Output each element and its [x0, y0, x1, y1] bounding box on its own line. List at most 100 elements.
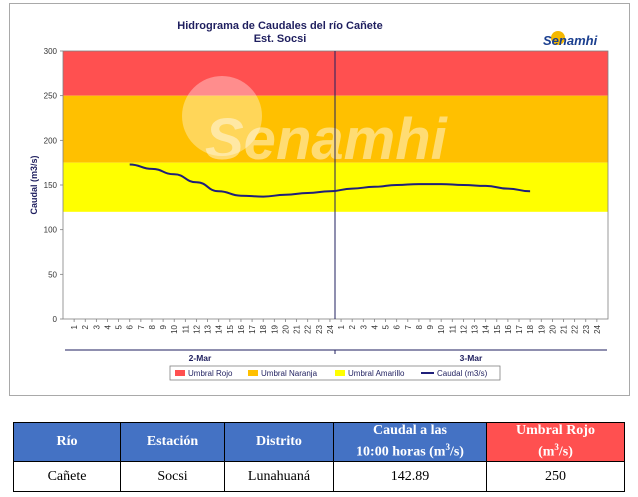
x-tick-label: 14: [482, 324, 491, 333]
cell-distrito: Lunahuaná: [224, 461, 334, 492]
x-tick-label: 18: [259, 324, 268, 333]
header-caudal-line1: Caudal a las: [373, 423, 447, 439]
x-tick-label: 11: [448, 324, 457, 333]
header-umbral-line2: (m: [538, 444, 555, 460]
x-tick-label: 22: [571, 324, 580, 333]
header-umbral-line1: Umbral Rojo: [516, 423, 595, 439]
logo-text: Senamhi: [543, 33, 598, 48]
chart-title: Hidrograma de Caudales del río Cañete: [177, 20, 382, 32]
senamhi-logo: Senamhi: [543, 31, 598, 48]
x-tick-label: 8: [148, 324, 157, 329]
y-tick-label: 150: [44, 181, 58, 190]
x-tick-label: 10: [170, 324, 179, 333]
x-tick-label: 2: [348, 324, 357, 329]
x-tick-label: 13: [204, 324, 213, 333]
legend-swatch-rojo: [175, 370, 185, 376]
x-tick-label: 5: [115, 324, 124, 329]
header-estacion: Estación: [120, 422, 225, 462]
x-tick-label: 17: [248, 324, 257, 333]
x-tick-label: 7: [137, 324, 146, 329]
y-tick-label: 50: [48, 270, 57, 279]
x-tick-label: 15: [226, 324, 235, 333]
chart-subtitle: Est. Socsi: [254, 33, 307, 45]
x-tick-label: 13: [471, 324, 480, 333]
header-umbral-sup: 3: [554, 442, 559, 453]
x-tick-label: 5: [382, 324, 391, 329]
x-tick-label: 11: [181, 324, 190, 333]
y-tick-label: 0: [53, 315, 58, 324]
x-tick-label: 23: [582, 324, 591, 333]
x-tick-label: 4: [103, 324, 112, 329]
logo-sun-icon: [551, 31, 565, 45]
legend-swatch-amarillo: [335, 370, 345, 376]
x-tick-label: 14: [215, 324, 224, 333]
hydrograph-chart: Hidrograma de Caudales del río Cañete Es…: [29, 20, 609, 381]
header-caudal-line2: 10:00 horas (m: [356, 444, 446, 460]
x-tick-label: 23: [315, 324, 324, 333]
x-tick-label: 21: [560, 324, 569, 333]
x-tick-label: 4: [370, 324, 379, 329]
watermark-sun-icon: [182, 76, 262, 156]
x-tick-label: 7: [404, 324, 413, 329]
x-tick-label: 24: [593, 324, 602, 333]
x-tick-label: 24: [326, 324, 335, 333]
x-tick-label: 9: [426, 324, 435, 329]
legend-swatch-naranja: [248, 370, 258, 376]
y-tick-label: 300: [44, 47, 58, 56]
x-tick-label: 18: [526, 324, 535, 333]
x-tick-label: 12: [459, 324, 468, 333]
cell-caudal: 142.89: [333, 461, 487, 492]
x-tick-label: 19: [537, 324, 546, 333]
x-tick-label: 3: [359, 324, 368, 329]
x-tick-label: 12: [192, 324, 201, 333]
x-tick-label: 6: [126, 324, 135, 329]
header-distrito: Distrito: [224, 422, 334, 462]
cell-estacion: Socsi: [120, 461, 225, 492]
series-caudal-line: [129, 163, 531, 198]
legend: Umbral Rojo Umbral Naranja Umbral Amaril…: [169, 365, 501, 381]
legend-label-caudal: Caudal (m3/s): [437, 369, 488, 378]
x-tick-label: 21: [293, 324, 302, 333]
y-axis-label: Caudal (m3/s): [29, 155, 39, 214]
x-tick-label: 16: [504, 324, 513, 333]
y-tick-label: 250: [44, 92, 58, 101]
x-tick-label: 16: [237, 324, 246, 333]
header-rio: Río: [13, 422, 121, 462]
header-caudal-sup: 3: [445, 442, 450, 453]
day-label-3-mar: 3-Mar: [460, 353, 483, 363]
x-tick-label: 20: [281, 324, 290, 333]
x-tick-label: 17: [515, 324, 524, 333]
header-umbral-end: /s): [558, 444, 573, 460]
x-tick-label: 9: [159, 324, 168, 329]
y-axis: 0 50 100 150 200 250 300: [44, 47, 63, 324]
table-header-row: Río Estación Distrito Caudal a las 10:00…: [13, 422, 625, 462]
x-tick-label: 1: [337, 324, 346, 329]
legend-label-rojo: Umbral Rojo: [188, 369, 233, 378]
legend-label-amarillo: Umbral Amarillo: [348, 369, 405, 378]
legend-label-naranja: Umbral Naranja: [261, 369, 318, 378]
x-tick-label: 20: [548, 324, 557, 333]
x-axis: 1 2 3 4 5 6 7 8 9 10 11 12 13 14 15 16 17 18 19 20 21 22 23 24 1…: [70, 319, 602, 334]
x-tick-label: 3: [92, 324, 101, 329]
header-umbral-rojo: Umbral Rojo (m3/s): [486, 422, 625, 462]
header-caudal-end: /s): [449, 444, 464, 460]
header-caudal: Caudal a las 10:00 horas (m3/s): [333, 422, 487, 462]
watermark: Senamhi: [182, 76, 449, 172]
chart-frame: Hidrograma de Caudales del río Cañete Es…: [9, 3, 630, 396]
x-tick-label: 19: [270, 324, 279, 333]
watermark-text: Senamhi: [205, 107, 449, 172]
x-tick-label: 10: [437, 324, 446, 333]
day-label-2-mar: 2-Mar: [189, 353, 212, 363]
cell-rio: Cañete: [13, 461, 121, 492]
x-tick-label: 15: [493, 324, 502, 333]
x-tick-label: 8: [415, 324, 424, 329]
table-row: Cañete Socsi Lunahuaná 142.89 250: [13, 461, 625, 492]
x-tick-label: 22: [304, 324, 313, 333]
x-tick-label: 1: [70, 324, 79, 329]
cell-umbral: 250: [486, 461, 625, 492]
x-tick-label: 6: [393, 324, 402, 329]
x-tick-label: 2: [81, 324, 90, 329]
y-tick-label: 200: [44, 136, 58, 145]
station-info-table: Río Estación Distrito Caudal a las 10:00…: [13, 422, 625, 492]
y-tick-label: 100: [44, 226, 58, 235]
